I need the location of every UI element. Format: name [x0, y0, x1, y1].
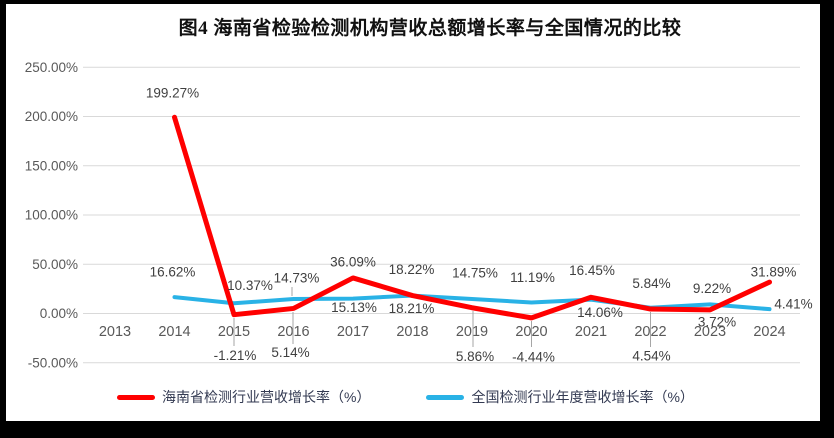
data-label-national: 14.06%: [577, 305, 623, 320]
x-axis-year-label: 2021: [575, 324, 607, 340]
x-axis-year-label: 2014: [158, 324, 190, 340]
data-label-national: 14.75%: [452, 265, 498, 280]
data-label-national: 15.13%: [331, 300, 377, 315]
legend-swatch-national-line: [426, 394, 465, 400]
legend-label-national: 全国检测行业年度营收增长率（%）: [471, 389, 694, 405]
y-axis-tick-label: -50.00%: [28, 355, 78, 370]
legend-item-hainan: 海南省检测行业营收增长率（%）: [117, 387, 370, 407]
data-label-hainan: 36.09%: [330, 254, 376, 269]
y-axis-tick-label: 150.00%: [25, 158, 78, 173]
data-label-hainan: 3.72%: [698, 314, 736, 329]
data-label-national: 4.41%: [774, 297, 812, 312]
x-axis-year-label: 2019: [456, 324, 488, 340]
data-label-national: 10.37%: [227, 278, 273, 293]
y-axis-tick-label: 100.00%: [25, 208, 78, 223]
data-label-hainan: 5.86%: [456, 349, 494, 364]
data-label-national: 5.84%: [632, 276, 670, 291]
y-axis-tick-label: 250.00%: [25, 60, 78, 75]
data-label-national: 18.21%: [389, 301, 435, 316]
chart-background: [6, 4, 820, 421]
x-axis-year-label: 2017: [337, 324, 369, 340]
x-axis-year-label: 2013: [99, 324, 131, 340]
data-label-hainan: 199.27%: [146, 86, 199, 101]
chart-title: 图4 海南省检验检测机构营收总额增长率与全国情况的比较: [178, 18, 682, 39]
data-label-national: 11.19%: [510, 270, 555, 285]
data-label-hainan: 5.14%: [271, 345, 309, 360]
data-label-hainan: -4.44%: [512, 349, 555, 364]
data-label-national: 9.22%: [693, 281, 731, 296]
y-axis-tick-label: 0.00%: [40, 306, 78, 321]
y-axis-tick-label: 200.00%: [25, 109, 78, 124]
data-label-hainan: -1.21%: [214, 348, 257, 363]
data-label-national: 14.73%: [274, 270, 320, 285]
x-axis-year-label: 2018: [396, 324, 428, 340]
legend-item-national: 全国检测行业年度营收增长率（%）: [426, 387, 694, 407]
legend-label-hainan: 海南省检测行业营收增长率（%）: [162, 389, 371, 405]
legend: 海南省检测行业营收增长率（%） 全国检测行业年度营收增长率（%）: [117, 386, 694, 408]
data-label-national: 16.62%: [150, 265, 196, 280]
data-label-hainan: 31.89%: [751, 265, 797, 280]
x-axis-year-label: 2023: [694, 324, 726, 340]
y-axis-tick-label: 50.00%: [32, 257, 78, 272]
series-line-national: [172, 293, 772, 312]
x-axis-year-label: 2024: [753, 324, 785, 340]
legend-swatch-hainan-line: [117, 394, 155, 400]
data-label-hainan: 16.45%: [569, 263, 615, 278]
series-line-hainan: [172, 114, 772, 321]
data-label-hainan: 4.54%: [632, 349, 670, 364]
data-label-hainan: 18.22%: [389, 262, 435, 277]
